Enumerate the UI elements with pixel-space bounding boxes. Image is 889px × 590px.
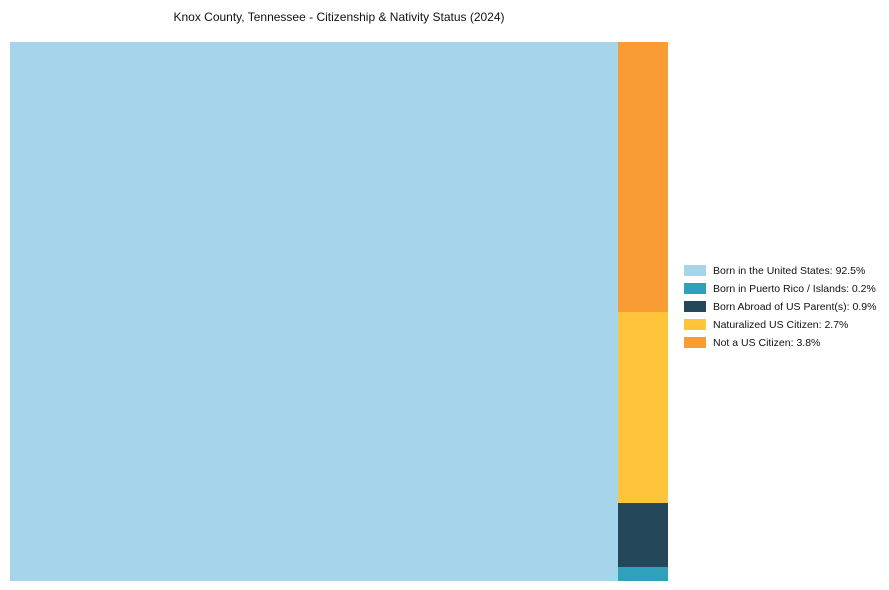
legend-label: Born in the United States: 92.5% <box>713 264 866 277</box>
chart-title: Knox County, Tennessee - Citizenship & N… <box>173 10 505 24</box>
legend-swatch <box>684 283 706 294</box>
legend-swatch <box>684 301 706 312</box>
legend-label: Not a US Citizen: 3.8% <box>713 336 821 349</box>
legend-label: Naturalized US Citizen: 2.7% <box>713 318 849 331</box>
legend-item: Born Abroad of US Parent(s): 0.9% <box>684 300 877 313</box>
legend-item: Not a US Citizen: 3.8% <box>684 336 876 349</box>
legend-label: Born in Puerto Rico / Islands: 0.2% <box>713 282 876 295</box>
legend-item: Born in the United States: 92.5% <box>684 264 876 277</box>
legend-label: Born Abroad of US Parent(s): 0.9% <box>713 300 877 313</box>
treemap-segment <box>10 42 619 581</box>
treemap-segment <box>618 42 668 312</box>
treemap-segment <box>618 566 668 581</box>
legend-swatch <box>684 337 706 348</box>
treemap-segment <box>618 311 668 503</box>
treemap-side-column <box>618 42 668 581</box>
legend-item: Born in Puerto Rico / Islands: 0.2% <box>684 282 876 295</box>
treemap-segment <box>618 502 668 567</box>
legend-swatch <box>684 265 706 276</box>
legend-swatch <box>684 319 706 330</box>
treemap <box>10 42 668 581</box>
legend-item: Naturalized US Citizen: 2.7% <box>684 318 876 331</box>
legend: Born in the United States: 92.5% Born in … <box>684 264 877 349</box>
